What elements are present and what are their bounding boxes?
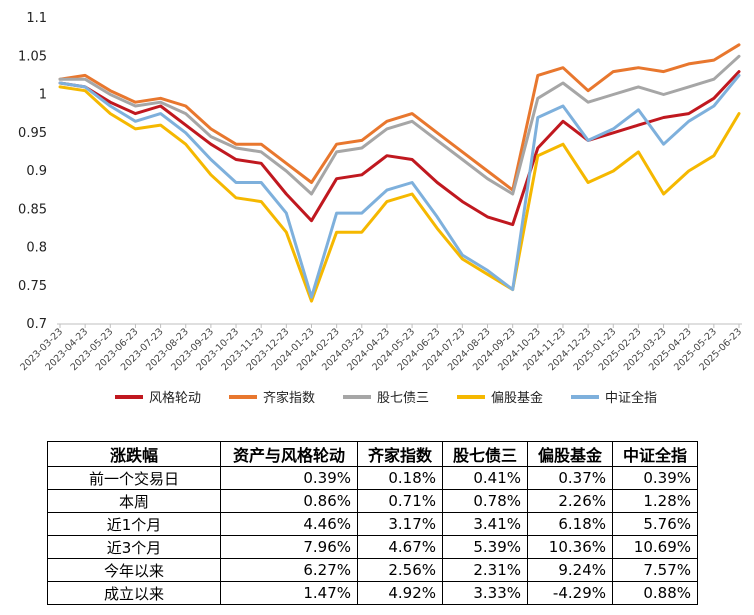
table-cell: 10.36% — [527, 535, 613, 559]
table-cell: 10.69% — [612, 535, 698, 559]
y-tick-label: 0.85 — [18, 202, 47, 217]
series-line-4 — [58, 73, 741, 299]
table-row: 本周 0.86% 0.71% 0.78% 2.26% 1.28% — [47, 489, 698, 513]
series-line-0 — [58, 70, 741, 227]
table-cell: 1.47% — [220, 581, 358, 605]
header-strategy: 资产与风格轮动 — [220, 441, 358, 467]
table-cell: 2.31% — [442, 558, 528, 582]
table-cell: 5.39% — [442, 535, 528, 559]
table-row: 近1个月 4.46% 3.17% 3.41% 6.18% 5.76% — [47, 512, 698, 536]
table-cell: 9.24% — [527, 558, 613, 582]
legend: 风格轮动 齐家指数 股七债三 偏股基金 中证全指 — [115, 390, 657, 406]
table-cell: 0.78% — [442, 489, 528, 513]
table-row: 成立以来 1.47% 4.92% 3.33% -4.29% 0.88% — [47, 581, 698, 605]
legend-label: 风格轮动 — [149, 390, 201, 406]
performance-line-chart: 0.7 0.75 0.8 0.85 0.9 0.95 1 1.05 1.1 2023-03-23… — [18, 11, 744, 406]
table-cell: 1.28% — [612, 489, 698, 513]
legend-label: 股七债三 — [377, 391, 429, 406]
table-row: 近3个月 7.96% 4.67% 5.39% 10.36% 10.69% — [47, 535, 698, 559]
table-cell: 4.92% — [357, 581, 443, 605]
y-tick-label: 0.7 — [26, 317, 47, 332]
row-label: 近1个月 — [47, 512, 221, 536]
header-stock70: 股七债三 — [442, 441, 528, 467]
series-line-1 — [58, 43, 741, 192]
table-cell: 0.39% — [220, 466, 358, 490]
x-axis: 2023-03-232023-04-232023-05-232023-06-23… — [18, 323, 744, 373]
table-cell: 4.46% — [220, 512, 358, 536]
table-cell: 7.96% — [220, 535, 358, 559]
row-label: 成立以来 — [47, 581, 221, 605]
table-cell: 0.39% — [612, 466, 698, 490]
y-tick-label: 0.9 — [26, 164, 47, 179]
legend-label: 齐家指数 — [263, 390, 315, 406]
table-cell: 3.17% — [357, 512, 443, 536]
row-label: 本周 — [47, 489, 221, 513]
table-row: 前一个交易日 0.39% 0.18% 0.41% 0.37% 0.39% — [47, 466, 698, 490]
table-cell: 0.41% — [442, 466, 528, 490]
row-label: 近3个月 — [47, 535, 221, 559]
y-tick-label: 1.05 — [18, 49, 47, 64]
series-line-2 — [58, 54, 741, 196]
plot-area — [58, 43, 741, 303]
y-tick-label: 0.95 — [18, 126, 47, 141]
legend-label: 偏股基金 — [491, 390, 543, 406]
y-tick-label: 1.1 — [26, 11, 47, 26]
header-csi-all: 中证全指 — [612, 441, 698, 467]
table-cell: 0.88% — [612, 581, 698, 605]
table-header-row: 涨跌幅 资产与风格轮动 齐家指数 股七债三 偏股基金 中证全指 — [47, 441, 698, 467]
header-qijia: 齐家指数 — [357, 441, 443, 467]
table-cell: 0.37% — [527, 466, 613, 490]
table-cell: 4.67% — [357, 535, 443, 559]
table-cell: 5.76% — [612, 512, 698, 536]
row-label: 前一个交易日 — [47, 466, 221, 490]
row-label: 今年以来 — [47, 558, 221, 582]
y-tick-label: 0.8 — [26, 241, 47, 256]
header-change: 涨跌幅 — [47, 441, 221, 467]
table-cell: 3.33% — [442, 581, 528, 605]
table-cell: 2.56% — [357, 558, 443, 582]
table-cell: -4.29% — [527, 581, 613, 605]
table-cell: 0.86% — [220, 489, 358, 513]
header-equity-fund: 偏股基金 — [527, 441, 613, 467]
table-cell: 3.41% — [442, 512, 528, 536]
table-cell: 6.18% — [527, 512, 613, 536]
legend-label: 中证全指 — [605, 390, 657, 406]
y-axis: 0.7 0.75 0.8 0.85 0.9 0.95 1 1.05 1.1 — [18, 11, 47, 332]
performance-table: 涨跌幅 资产与风格轮动 齐家指数 股七债三 偏股基金 中证全指 前一个交易日 0… — [47, 441, 698, 605]
table-cell: 0.71% — [357, 489, 443, 513]
table-cell: 7.57% — [612, 558, 698, 582]
table-cell: 6.27% — [220, 558, 358, 582]
y-tick-label: 1 — [39, 88, 47, 103]
table-cell: 0.18% — [357, 466, 443, 490]
y-tick-label: 0.75 — [18, 279, 47, 294]
table-cell: 2.26% — [527, 489, 613, 513]
table-row: 今年以来 6.27% 2.56% 2.31% 9.24% 7.57% — [47, 558, 698, 582]
series-line-3 — [58, 85, 741, 303]
